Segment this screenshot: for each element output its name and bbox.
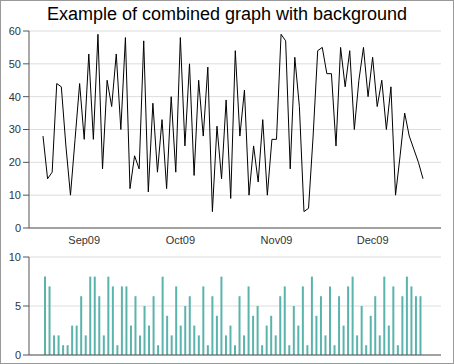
- svg-text:10: 10: [9, 189, 21, 201]
- svg-text:5: 5: [15, 300, 21, 312]
- svg-text:Dec09: Dec09: [357, 234, 389, 246]
- svg-text:30: 30: [9, 123, 21, 135]
- svg-text:Sep09: Sep09: [68, 234, 100, 246]
- svg-text:60: 60: [9, 25, 21, 37]
- svg-text:Nov09: Nov09: [261, 234, 293, 246]
- svg-text:0: 0: [15, 222, 21, 234]
- svg-text:50: 50: [9, 58, 21, 70]
- svg-text:10: 10: [9, 251, 21, 263]
- svg-text:40: 40: [9, 91, 21, 103]
- html-text:Example of combined graph with: Example of combined graph with backgroun…: [46, 4, 408, 24]
- svg-text:20: 20: [9, 156, 21, 168]
- svg-text:0: 0: [15, 349, 21, 361]
- svg-text:Oct09: Oct09: [166, 234, 195, 246]
